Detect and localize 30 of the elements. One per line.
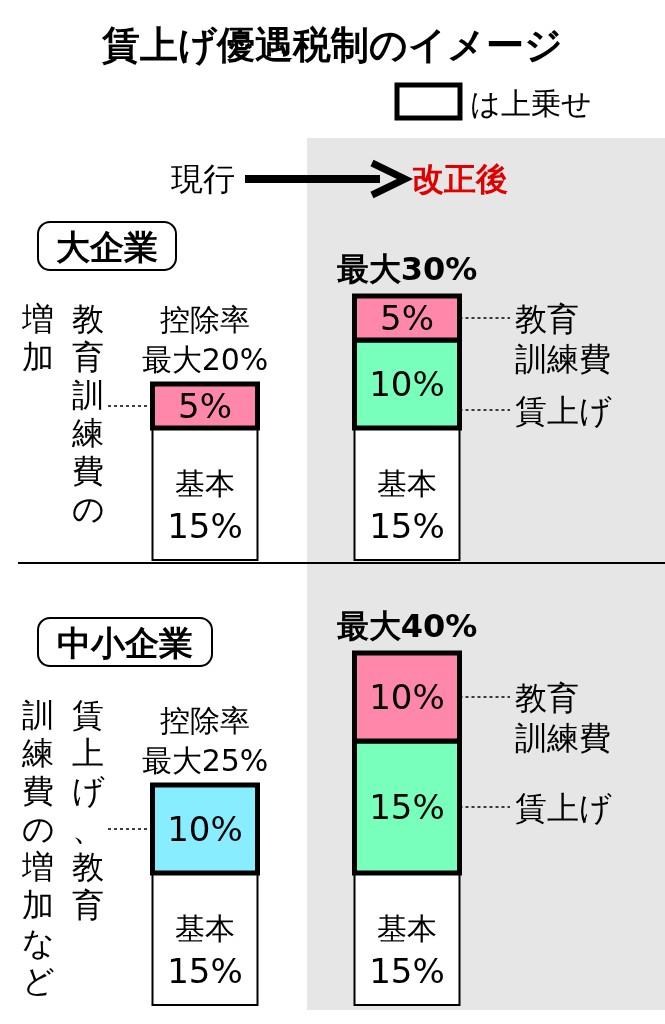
data-label: 15% <box>369 787 445 827</box>
legend-label: 賃上げ <box>515 392 612 430</box>
legend-label: 教育訓練費 <box>515 300 611 378</box>
data-label: 15% <box>369 506 445 546</box>
series-label: 基本 <box>175 911 235 946</box>
data-label: 5% <box>178 386 232 426</box>
chart-title: 賃上げ優遇税制のイメージ <box>100 23 563 67</box>
data-label: 5% <box>380 298 434 338</box>
chart-title: 中小企業 <box>57 623 193 663</box>
text: は上乗せ <box>470 86 592 121</box>
data-label: 10% <box>369 364 445 404</box>
data-label: 10% <box>167 809 243 849</box>
data-label: 15% <box>167 506 243 546</box>
data-label: 10% <box>369 677 445 717</box>
legend-label: 教育訓練費 <box>515 679 611 757</box>
text: 基本 <box>377 466 437 501</box>
annotation: 最大40% <box>336 607 478 645</box>
text: 賃上げ、教育訓練費の増加など <box>21 696 105 1000</box>
annotation: 最大30% <box>336 250 478 288</box>
x-tick-label: 現行 <box>171 160 235 198</box>
x-tick-label: 改正後 <box>412 160 508 198</box>
chart-subtitle: 大企業 <box>56 227 158 267</box>
annotation: 控除率最大20% <box>141 302 269 377</box>
series-label: 基本 <box>175 466 235 501</box>
data-label: 15% <box>167 951 243 991</box>
text: 教育訓練費の増加 <box>22 300 105 528</box>
text: 基本 <box>377 911 437 946</box>
annotation: 控除率最大25% <box>141 703 269 778</box>
legend-label: 賃上げ <box>515 789 612 827</box>
data-label: 15% <box>369 951 445 991</box>
